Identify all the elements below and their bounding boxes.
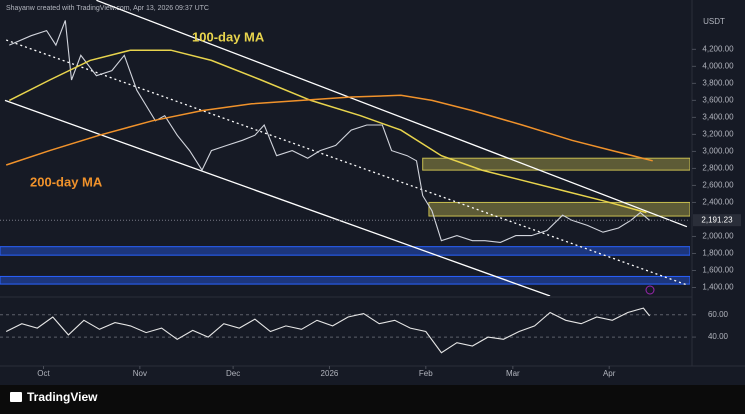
chart-background	[0, 0, 745, 385]
price-line	[5, 307, 651, 354]
y-tick-label: 4,000.00	[702, 61, 734, 70]
zone	[428, 201, 690, 217]
y-tick-label: 3,400.00	[702, 112, 734, 121]
y-tick-label: 2,600.00	[702, 181, 734, 190]
last-price-label: 2,191.23	[701, 215, 733, 224]
y-tick-label: 1,800.00	[702, 249, 734, 258]
zone	[0, 275, 690, 285]
trendline	[96, 0, 688, 228]
x-tick-label: 2026	[321, 369, 339, 378]
y-tick-label: 3,000.00	[702, 147, 734, 156]
brand: TradingView	[27, 390, 98, 404]
logo-mark	[10, 392, 22, 402]
y-tick-label: 1,600.00	[702, 266, 734, 275]
y-tick-label: 4,200.00	[702, 44, 734, 53]
zone	[422, 157, 690, 171]
event-icon	[645, 285, 655, 295]
x-tick-label: Dec	[226, 369, 240, 378]
moving-average	[8, 49, 647, 214]
header-text: Shayanw created with TradingView.com, Ap…	[6, 5, 209, 12]
x-tick-label: Oct	[37, 369, 50, 378]
y-tick-label: 3,200.00	[702, 130, 734, 139]
currency-label: USDT	[703, 17, 725, 26]
ma-annotation: 100-day MA	[192, 29, 265, 44]
ma-annotation: 200-day MA	[30, 174, 103, 189]
y-tick-label: 40.00	[708, 332, 729, 341]
footer-logo: TradingView	[10, 390, 98, 404]
y-tick-label: 2,400.00	[702, 198, 734, 207]
last-price-tag	[693, 214, 741, 227]
moving-average	[5, 94, 653, 166]
y-tick-label: 3,600.00	[702, 95, 734, 104]
x-tick-label: Mar	[506, 369, 520, 378]
y-tick-label: 3,800.00	[702, 78, 734, 87]
trendline	[5, 39, 688, 286]
x-tick-label: Feb	[419, 369, 433, 378]
zone	[0, 246, 690, 256]
y-tick-label: 1,400.00	[702, 283, 734, 292]
price-line	[9, 20, 650, 243]
y-tick-label: 2,000.00	[702, 232, 734, 241]
footer-background	[0, 385, 745, 414]
y-tick-label: 2,800.00	[702, 164, 734, 173]
x-tick-label: Nov	[133, 369, 147, 378]
trendline	[4, 99, 551, 296]
x-tick-label: Apr	[603, 369, 616, 378]
y-tick-label: 60.00	[708, 310, 729, 319]
